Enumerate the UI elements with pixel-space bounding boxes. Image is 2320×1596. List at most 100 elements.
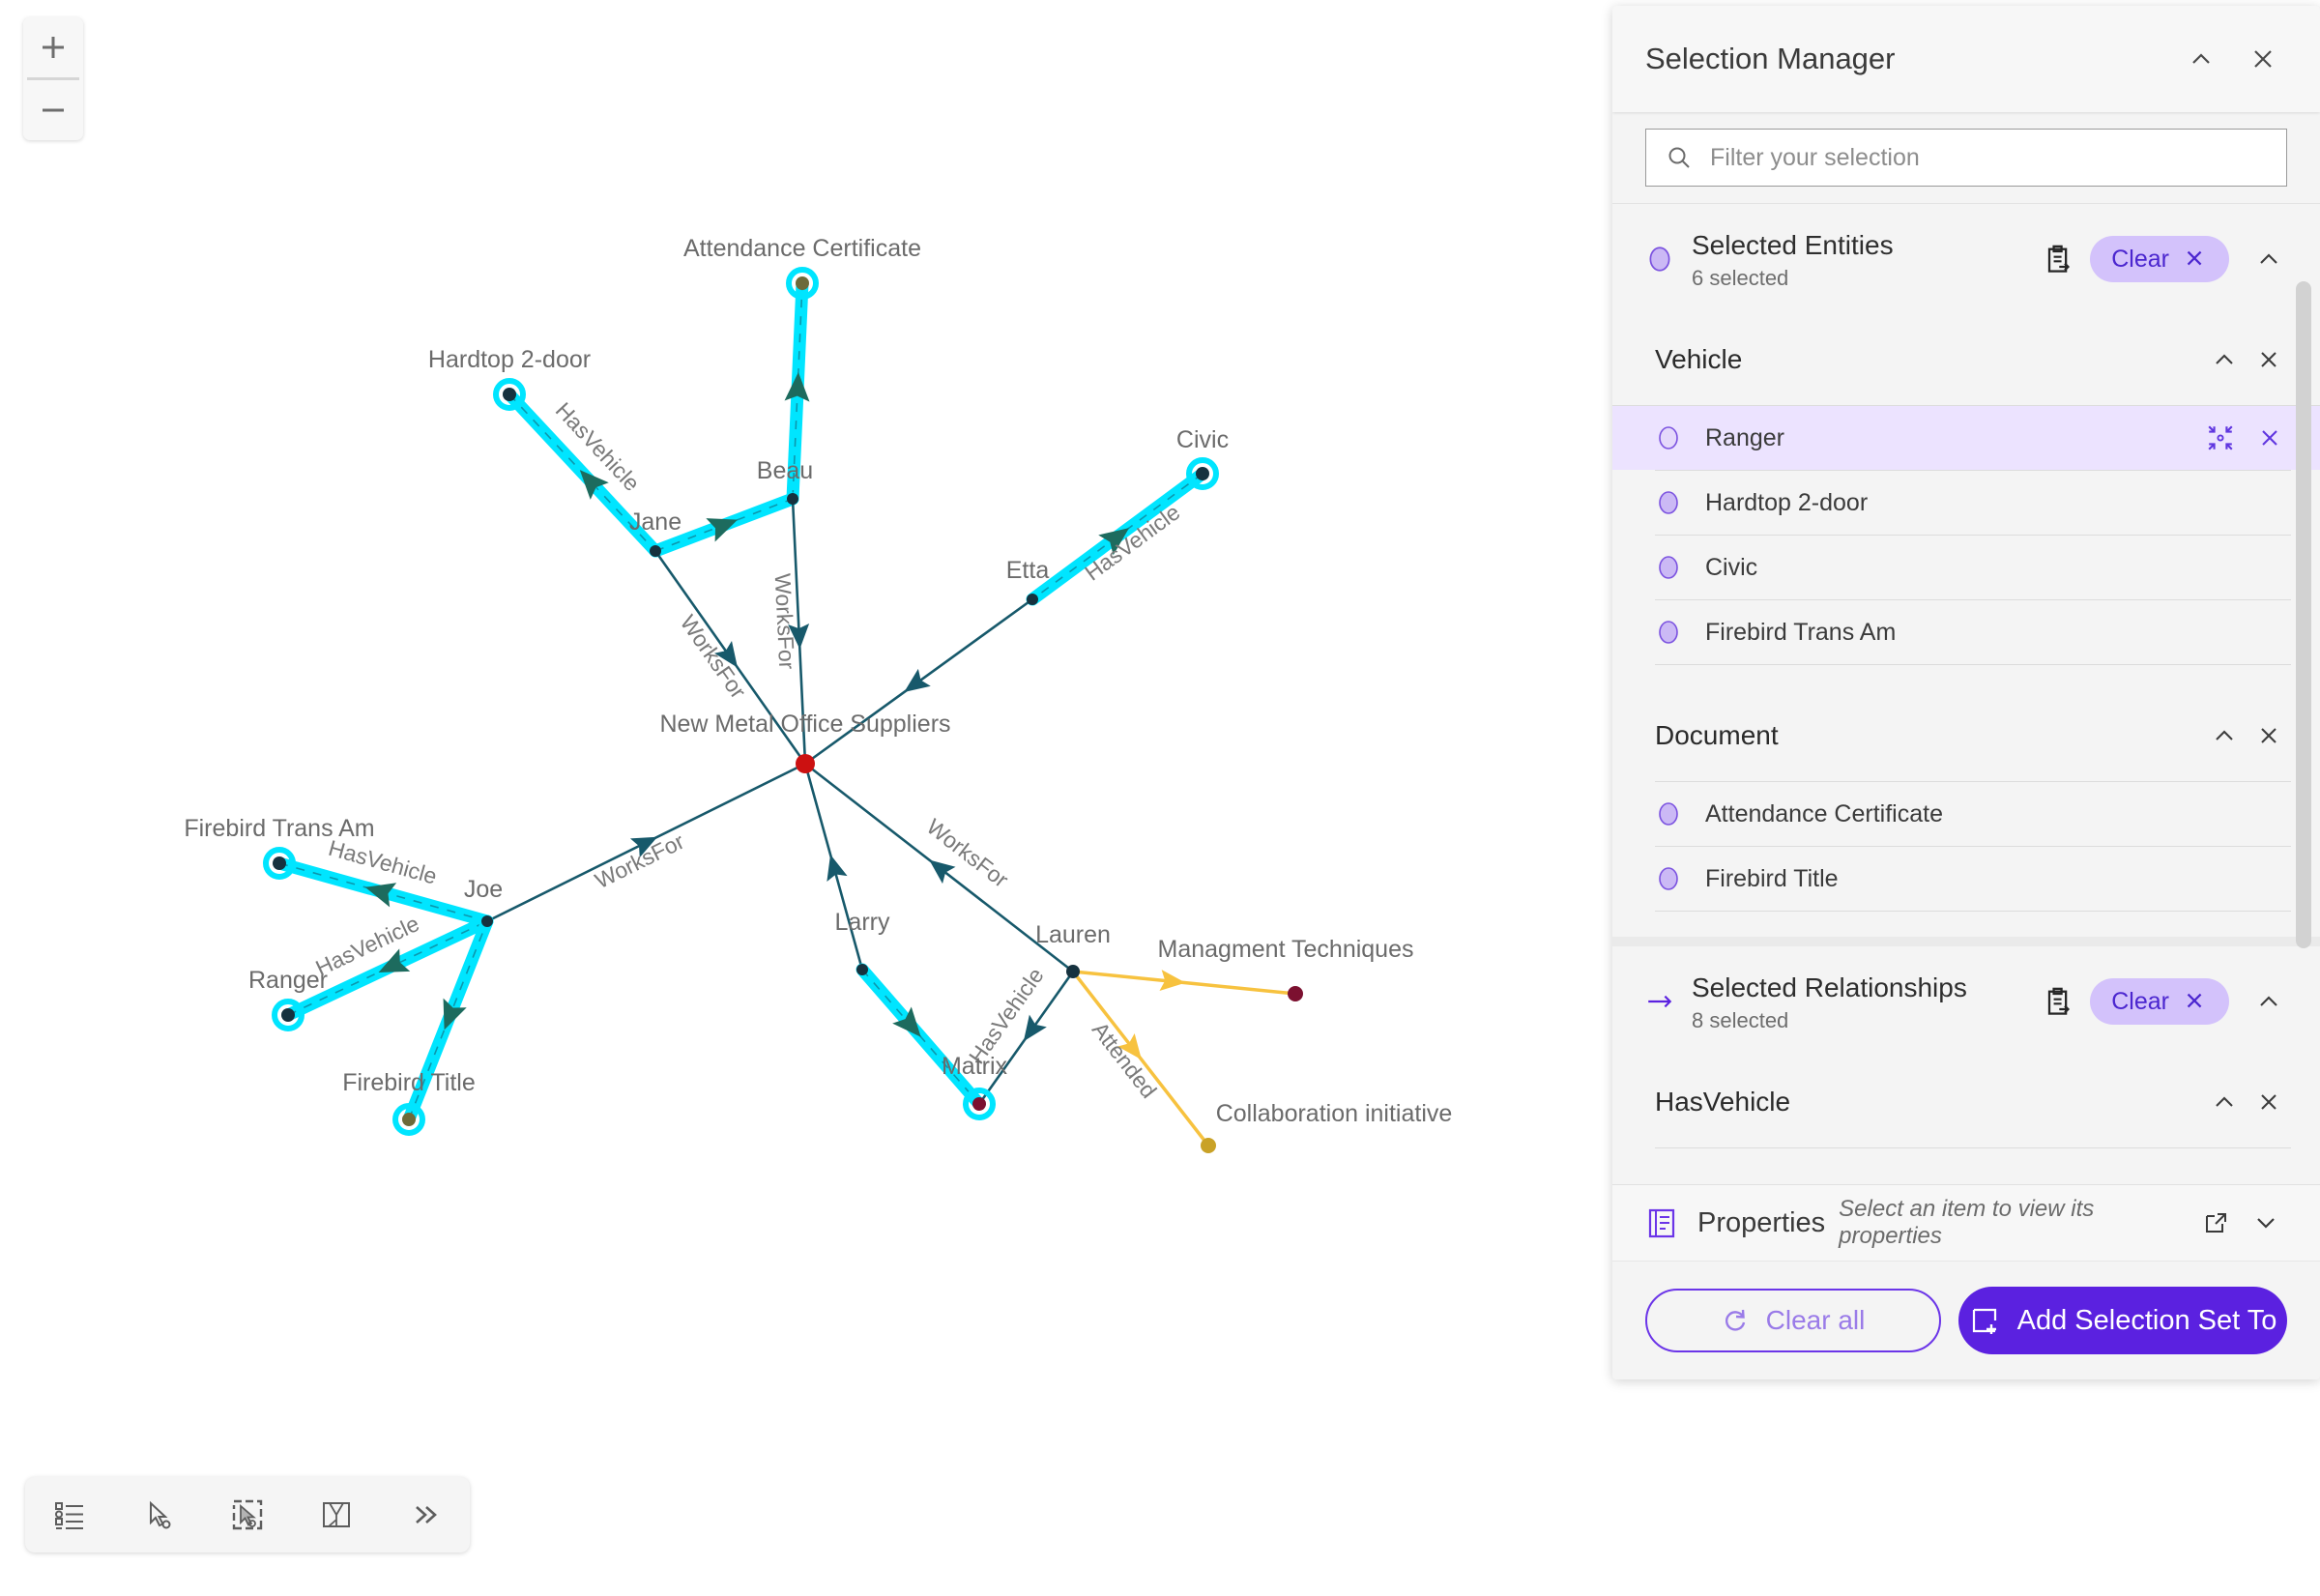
legend-list-icon <box>55 1502 83 1529</box>
panel-collapse-button[interactable] <box>2177 35 2225 83</box>
graph-nodes <box>263 267 1303 1153</box>
close-icon <box>2261 352 2276 367</box>
graph-node[interactable] <box>650 545 661 557</box>
focus-target-icon <box>2208 425 2233 450</box>
search-icon <box>1668 147 1690 168</box>
graph-edge-label: WorksFor <box>770 573 800 671</box>
graph-node-label: Attendance Certificate <box>683 235 921 262</box>
close-icon <box>2261 1094 2276 1110</box>
graph-node[interactable] <box>796 276 809 290</box>
entity-oval-icon <box>1659 621 1678 644</box>
add-to-set-icon <box>1972 1308 1996 1334</box>
section-divider <box>1612 937 2320 946</box>
graph-node[interactable] <box>856 964 868 975</box>
add-selection-set-button[interactable]: Add Selection Set To <box>1958 1287 2287 1354</box>
selection-entities-copy-button[interactable] <box>2042 244 2073 275</box>
list-item[interactable]: Firebird Title <box>1655 846 2291 911</box>
graph-node[interactable] <box>481 915 493 927</box>
graph-arrowheads <box>364 372 1186 1060</box>
more-chevrons-button[interactable] <box>381 1477 470 1552</box>
legend-list-button[interactable] <box>25 1477 114 1552</box>
graph-node[interactable] <box>972 1097 986 1111</box>
pointer-select-button[interactable] <box>114 1477 203 1552</box>
entity-type-collapse-button[interactable] <box>2202 713 2247 758</box>
layout-button[interactable] <box>292 1477 381 1552</box>
entity-type-collapse-button[interactable] <box>2202 337 2247 382</box>
graph-node[interactable] <box>787 493 798 505</box>
clear-all-button[interactable]: Clear all <box>1645 1289 1941 1352</box>
selection-relationships-copy-button[interactable] <box>2042 986 2073 1017</box>
panel-close-button[interactable] <box>2239 35 2287 83</box>
properties-popout-button[interactable] <box>2190 1198 2241 1248</box>
graph-node[interactable] <box>1201 1138 1216 1153</box>
layout-icon <box>323 1502 350 1527</box>
selection-relationships-clear-chip[interactable]: Clear <box>2090 978 2229 1025</box>
graph-node-label: Beau <box>757 457 813 484</box>
list-item[interactable]: Civic <box>1655 535 2291 599</box>
graph-node[interactable] <box>503 388 516 401</box>
filter-search-input[interactable] <box>1708 142 2267 173</box>
entity-type-header-document: Document <box>1612 690 2320 781</box>
panel-scrollbar-thumb[interactable] <box>2296 281 2311 948</box>
external-link-icon <box>2206 1213 2226 1233</box>
add-selection-set-label: Add Selection Set To <box>2016 1304 2277 1336</box>
graph-node-label: Lauren <box>1035 921 1111 948</box>
graph-node[interactable] <box>796 754 815 773</box>
clear-x-icon <box>2187 250 2202 266</box>
selection-relationships-clear-label: Clear <box>2111 987 2169 1015</box>
remove-entity-button[interactable] <box>2256 424 2283 451</box>
selection-entities-tools: Clear <box>2042 236 2291 282</box>
selection-entities-clear-chip[interactable]: Clear <box>2090 236 2229 282</box>
panel-scrollbar[interactable] <box>2296 212 2311 1184</box>
list-item[interactable]: Hardtop 2-door <box>1655 470 2291 535</box>
panel-scroll-area[interactable]: Selected Entities 6 selected Clear Vehicle R… <box>1612 203 2320 1184</box>
selection-relationships-header: Selected Relationships 8 selected Clear <box>1612 946 2320 1057</box>
selection-entities-count: 6 selected <box>1692 265 1789 290</box>
selection-entities-header: Selected Entities 6 selected Clear <box>1612 204 2320 314</box>
graph-node[interactable] <box>1288 986 1303 1001</box>
entity-type-remove-button[interactable] <box>2247 337 2291 382</box>
entity-type-header-vehicle: Vehicle <box>1612 314 2320 405</box>
zoom-to-entity-button[interactable] <box>2206 423 2235 452</box>
graph-node-labels: Attendance Certificate Hardtop 2-door Civi… <box>184 235 1452 1127</box>
chevron-up-icon <box>2216 354 2233 364</box>
list-item[interactable]: Ranger <box>1612 405 2320 470</box>
list-item[interactable]: Attendance Certificate <box>1655 781 2291 846</box>
list-item[interactable]: Firebird Trans Am <box>1655 599 2291 664</box>
graph-node[interactable] <box>402 1113 416 1126</box>
selection-entities-collapse-button[interactable] <box>2247 237 2291 281</box>
selection-entities-clear-label: Clear <box>2111 245 2169 273</box>
properties-bar[interactable]: Properties Select an item to view its pr… <box>1612 1184 2320 1261</box>
zoom-out-button[interactable] <box>23 80 83 140</box>
list-divider <box>1655 664 2291 665</box>
graph-edge-arrowhead <box>904 668 931 693</box>
graph-node-selection-ring <box>1186 457 1219 490</box>
graph-node[interactable] <box>1196 467 1209 480</box>
close-icon <box>2261 728 2276 743</box>
properties-expand-button[interactable] <box>2241 1198 2291 1248</box>
graph-edge-arrowhead <box>929 859 956 885</box>
graph-node[interactable] <box>281 1008 295 1022</box>
filter-search-box[interactable] <box>1645 129 2287 187</box>
graph-node[interactable] <box>273 856 286 870</box>
list-item-label: Hardtop 2-door <box>1705 488 1869 516</box>
entity-oval-icon <box>1659 556 1678 579</box>
entity-type-collapse-button[interactable] <box>2202 1080 2247 1124</box>
entity-oval-icon-wrap <box>1655 865 1705 892</box>
list-divider <box>1655 911 2291 912</box>
graph-node[interactable] <box>1066 965 1080 978</box>
selection-relationships-collapse-button[interactable] <box>2247 979 2291 1024</box>
zoom-in-button[interactable] <box>23 17 83 77</box>
entity-type-remove-button[interactable] <box>2247 1080 2291 1124</box>
graph-node[interactable] <box>1027 594 1038 605</box>
entity-type-remove-button[interactable] <box>2247 713 2291 758</box>
panel-footer: Clear all Add Selection Set To <box>1612 1261 2320 1379</box>
properties-hint: Select an item to view its properties <box>1839 1196 2095 1249</box>
graph-edge-label: HasVehicle <box>1080 499 1184 585</box>
marquee-select-button[interactable] <box>203 1477 292 1552</box>
entity-oval-icon <box>1659 802 1678 826</box>
entity-oval-icon-wrap <box>1655 800 1705 827</box>
graph-edge-arrowhead <box>1117 1032 1142 1060</box>
